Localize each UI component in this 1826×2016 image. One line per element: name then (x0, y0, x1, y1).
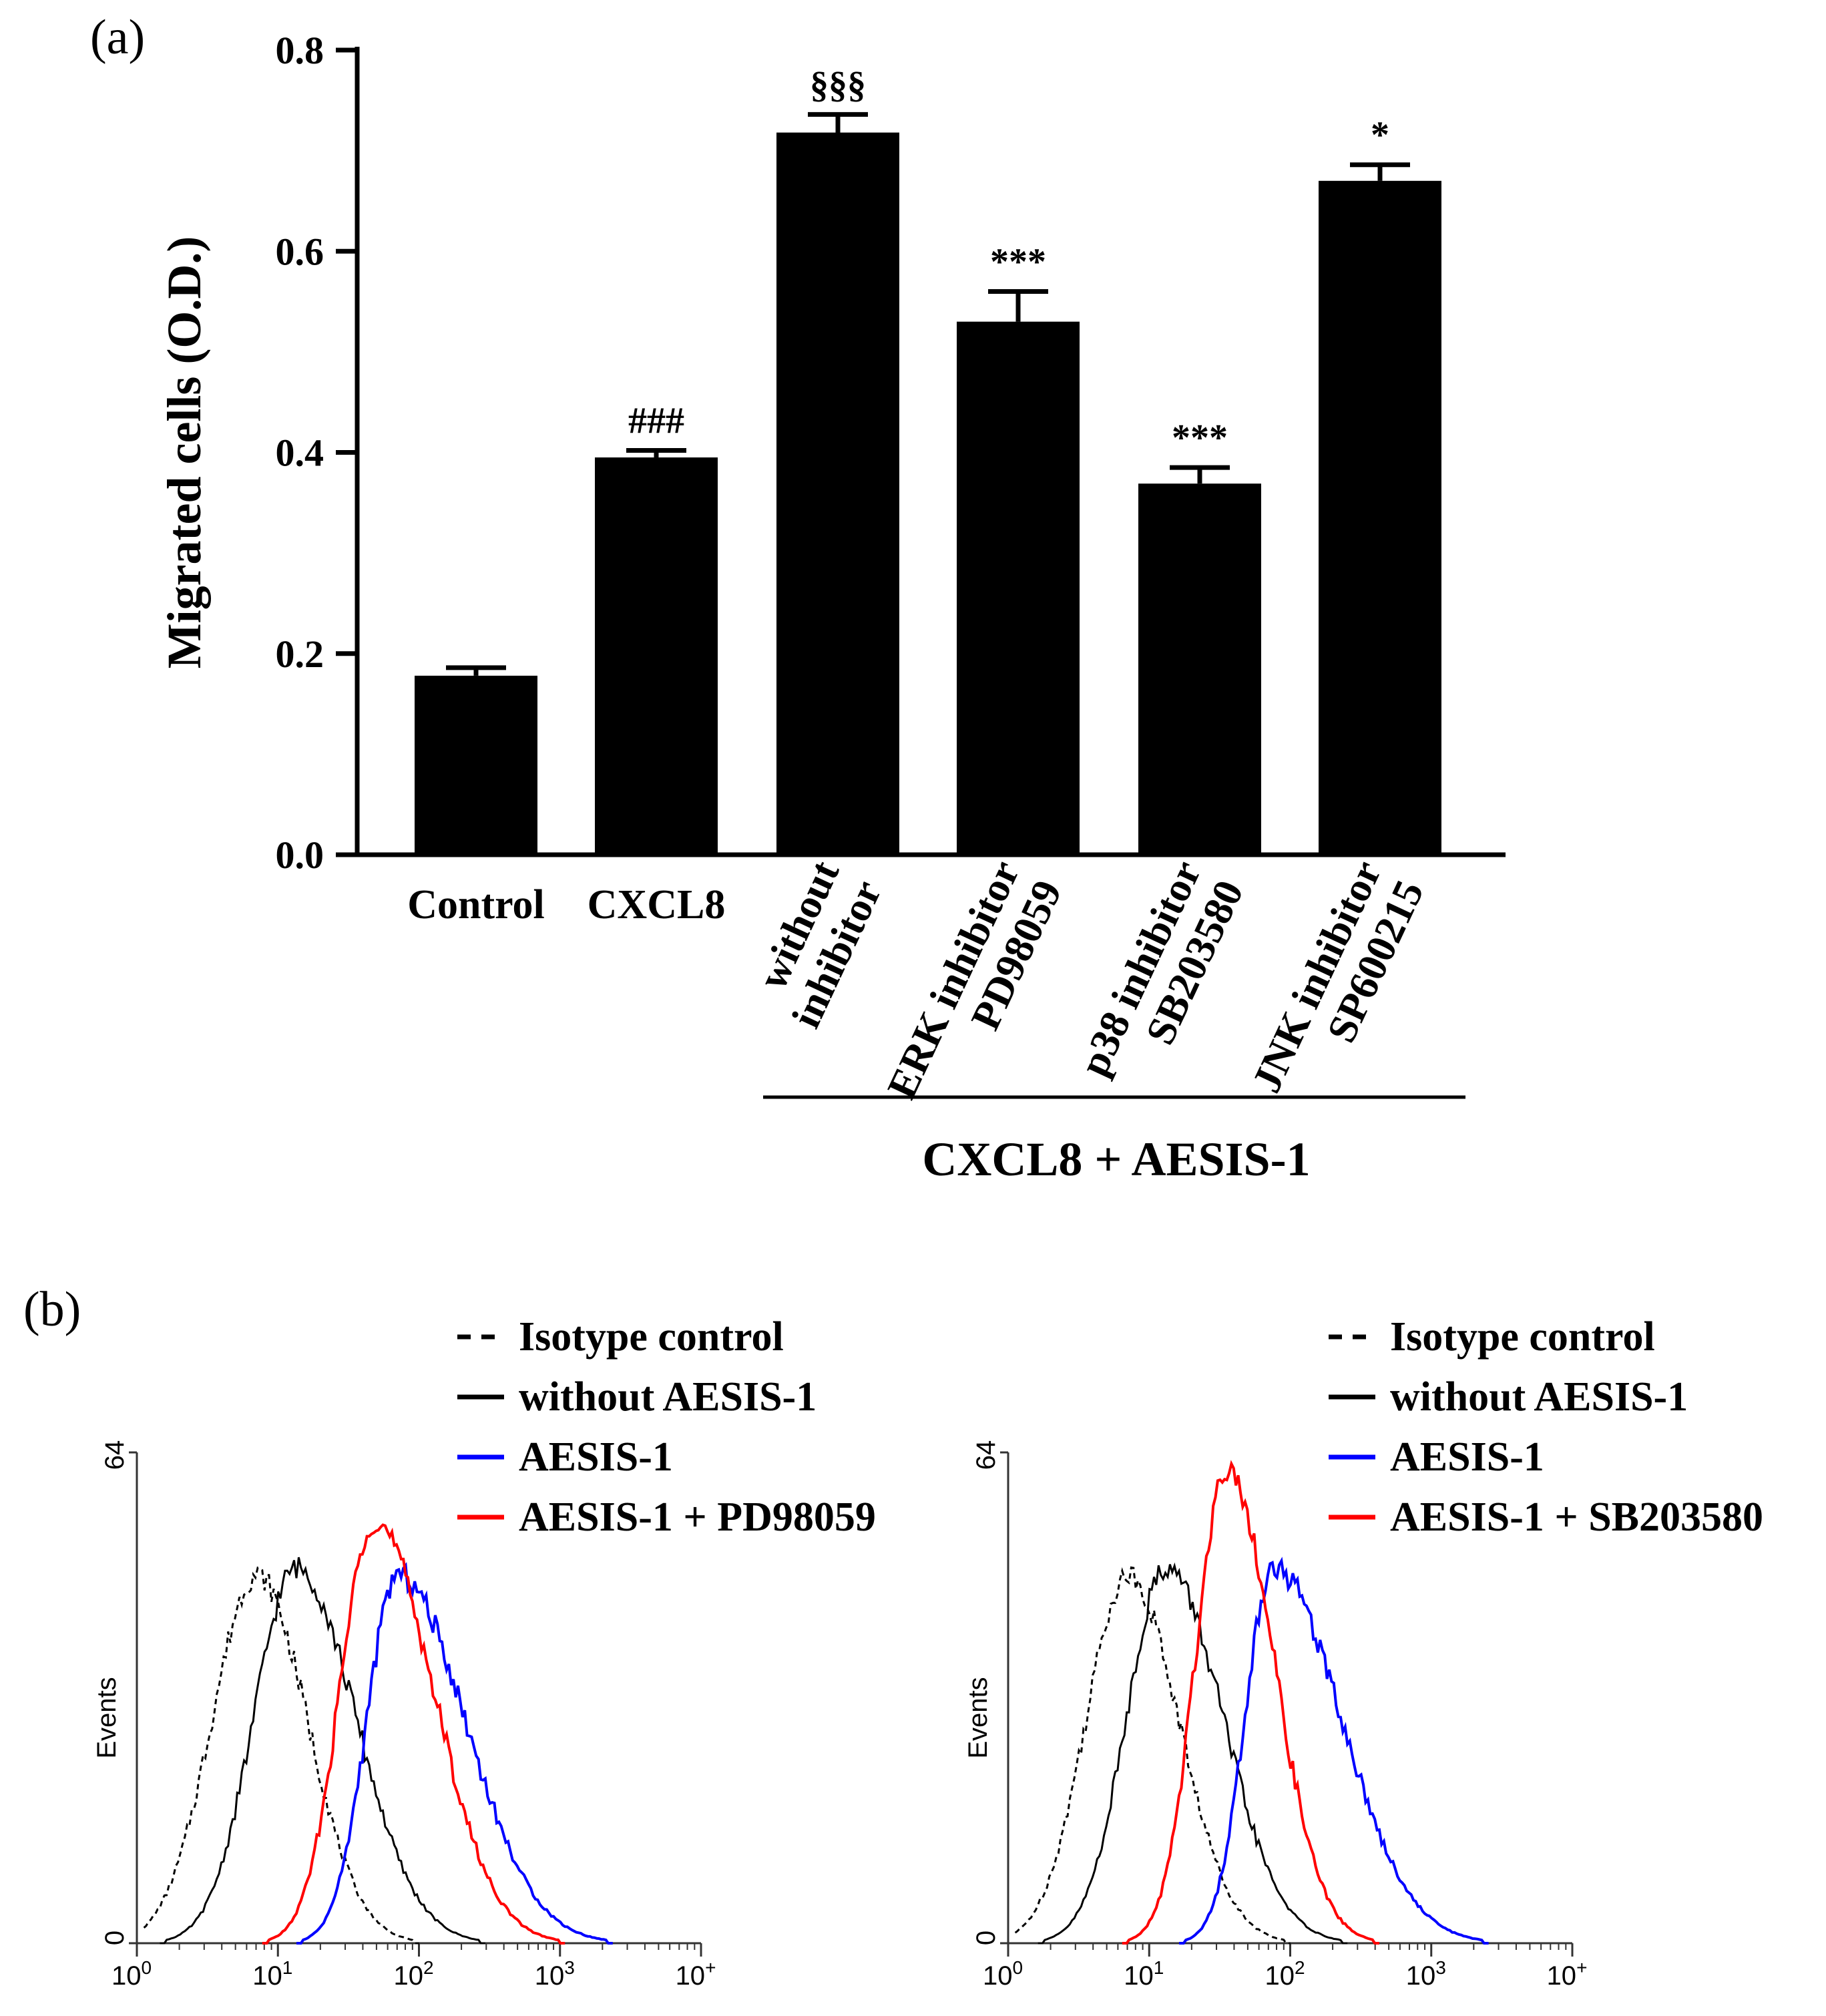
flow-x-tick-label: 103 (1406, 1957, 1446, 1991)
y-tick-label: 0.6 (276, 230, 324, 273)
bar (595, 457, 718, 855)
histogram-without-aesis-1 (1038, 1562, 1348, 1945)
legend-label: without AESIS-1 (1390, 1374, 1688, 1420)
flow-y-title: Events (963, 1677, 993, 1758)
legend-label: AESIS-1 + SB203580 (1390, 1494, 1763, 1540)
flow-x-tick-label: 103 (535, 1957, 575, 1991)
category-label: CXCL8 (588, 882, 726, 928)
bar (957, 321, 1080, 855)
legend-label: AESIS-1 + PD98059 (519, 1494, 876, 1540)
bar (415, 675, 537, 855)
legend-label: Isotype control (1390, 1314, 1655, 1360)
bar (1319, 180, 1441, 855)
significance-label: *** (1172, 417, 1228, 459)
flow-x-tick-label: 100 (111, 1957, 152, 1991)
y-tick-label: 0.4 (276, 431, 324, 475)
group-label: CXCL8 + AESIS-1 (922, 1133, 1310, 1186)
flow-y-max-label: 64 (971, 1440, 1001, 1470)
histogram-without-aesis-1 (160, 1557, 485, 1945)
flow-x-tick-label: 100 (983, 1957, 1023, 1991)
y-tick-label: 0.2 (276, 632, 324, 676)
histogram-isotype-control (1014, 1566, 1291, 1945)
y-tick-label: 0.0 (276, 833, 324, 877)
significance-label: * (1371, 115, 1389, 156)
flow-legend: Isotype control without AESIS-1 AESIS-1 AES… (457, 1314, 876, 1540)
histogram-aesis-1 (296, 1562, 613, 1945)
legend-label: AESIS-1 (1390, 1434, 1544, 1480)
histogram-isotype-control (143, 1566, 419, 1945)
legend-label: without AESIS-1 (519, 1374, 817, 1420)
bar (776, 132, 899, 855)
flow-x-tick-label: 10+ (676, 1957, 716, 1991)
flow-y-zero-label: 0 (971, 1931, 1001, 1945)
panel-b-label: (b) (23, 1282, 81, 1337)
legend-label: Isotype control (519, 1314, 784, 1360)
significance-label: §§§ (810, 64, 866, 106)
significance-label: *** (990, 242, 1046, 283)
category-label: Control (407, 882, 545, 928)
histogram-aesis-1-sb203580 (1122, 1460, 1379, 1945)
flow-y-max-label: 64 (100, 1440, 130, 1470)
flow-x-tick-label: 101 (252, 1957, 292, 1991)
flow-x-tick-label: 102 (393, 1957, 433, 1991)
legend-label: AESIS-1 (519, 1434, 673, 1480)
panel-a: (a) 0.0 0.2 0.4 0.6 0.8 Migrated cells (O.D.) #… (90, 10, 1506, 1186)
flow-x-tick-label: 10+ (1547, 1957, 1588, 1991)
y-axis-title: Migrated cells (O.D.) (158, 236, 211, 669)
flow-legend: Isotype control without AESIS-1 AESIS-1 AES… (1329, 1314, 1763, 1540)
flow-y-title: Events (92, 1677, 122, 1758)
flow-x-tick-label: 101 (1124, 1957, 1164, 1991)
bar (1138, 483, 1261, 855)
y-tick-label: 0.8 (276, 29, 324, 72)
histogram-aesis-1 (1179, 1557, 1489, 1945)
histogram-aesis-1-pd98059 (262, 1523, 565, 1945)
flow-x-tick-label: 102 (1265, 1957, 1305, 1991)
panel-a-label: (a) (90, 10, 145, 65)
flow-y-zero-label: 0 (100, 1931, 130, 1945)
significance-label: ### (628, 400, 684, 441)
